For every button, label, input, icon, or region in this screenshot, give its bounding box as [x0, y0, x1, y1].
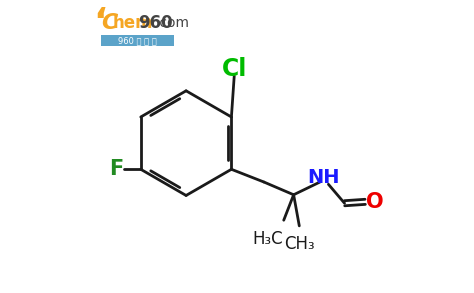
Text: NH: NH	[307, 168, 339, 187]
Text: hem: hem	[113, 14, 154, 32]
Text: ‘: ‘	[93, 6, 107, 40]
Text: O: O	[366, 192, 383, 212]
FancyBboxPatch shape	[100, 35, 174, 46]
Text: H₃C: H₃C	[253, 230, 283, 248]
Text: C: C	[101, 13, 118, 33]
Text: Cl: Cl	[221, 57, 247, 81]
Text: 960 化 工 网: 960 化 工 网	[118, 36, 157, 45]
Text: CH₃: CH₃	[284, 235, 315, 253]
Text: .com: .com	[156, 16, 190, 30]
Text: 960: 960	[138, 14, 173, 32]
Text: F: F	[109, 159, 124, 179]
